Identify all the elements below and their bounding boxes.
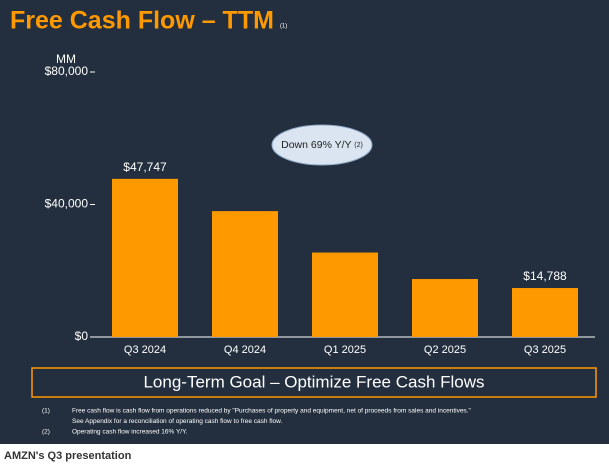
footnote-marker: (2) [42,429,50,436]
bar [512,288,578,337]
title-note: (1) [280,24,287,30]
x-tick-label: Q3 2024 [124,344,166,356]
data-label: $14,788 [523,269,567,283]
footnote-line: See Appendix for a reconciliation of ope… [72,418,282,425]
y-unit: MM [56,52,76,66]
footnote-line: Operating cash flow increased 16% Y/Y. [72,429,188,436]
annotation-bubble [271,124,373,166]
annotation-note: (2) [354,142,363,149]
y-tick-label: $40,000 [45,197,89,211]
x-tick-label: Q2 2025 [424,344,466,356]
footnote-marker: (1) [42,408,50,415]
x-tick-label: Q3 2025 [524,344,566,356]
y-tick-label: $0 [75,329,89,343]
annotation-text: Down 69% Y/Y [281,139,351,151]
annotation: Down 69% Y/Y (2) [281,139,363,151]
footnote-line: Free cash flow is cash flow from operati… [72,408,471,415]
banner-box [31,367,597,398]
data-label: $47,747 [123,160,167,174]
chart-title: Free Cash Flow – TTM [10,7,274,35]
x-tick-label: Q4 2024 [224,344,266,356]
bar [312,252,378,337]
caption: AMZN's Q3 presentation [4,450,132,462]
x-tick-label: Q1 2025 [324,344,366,356]
bar [212,211,278,337]
bar [412,279,478,337]
banner: Long-Term Goal – Optimize Free Cash Flow… [143,372,484,391]
slide-background [0,0,609,444]
y-tick-label: $80,000 [45,64,89,78]
bar [112,178,178,337]
